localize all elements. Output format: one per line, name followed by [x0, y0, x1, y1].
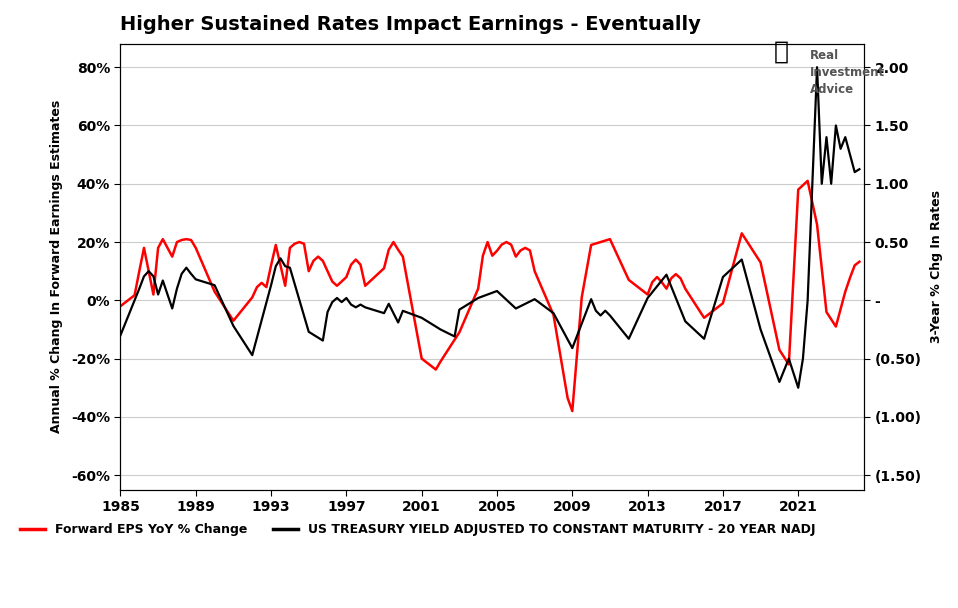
Text: Real
Investment
Advice: Real Investment Advice: [810, 49, 884, 95]
Text: 🦅: 🦅: [773, 40, 788, 63]
Legend: Forward EPS YoY % Change, US TREASURY YIELD ADJUSTED TO CONSTANT MATURITY - 20 Y: Forward EPS YoY % Change, US TREASURY YI…: [15, 519, 820, 542]
Text: Higher Sustained Rates Impact Earnings - Eventually: Higher Sustained Rates Impact Earnings -…: [121, 15, 701, 34]
Y-axis label: 3-Year % Chg In Rates: 3-Year % Chg In Rates: [930, 190, 943, 344]
Y-axis label: Annual % Chang In Forward Earnings Estimates: Annual % Chang In Forward Earnings Estim…: [50, 100, 62, 434]
